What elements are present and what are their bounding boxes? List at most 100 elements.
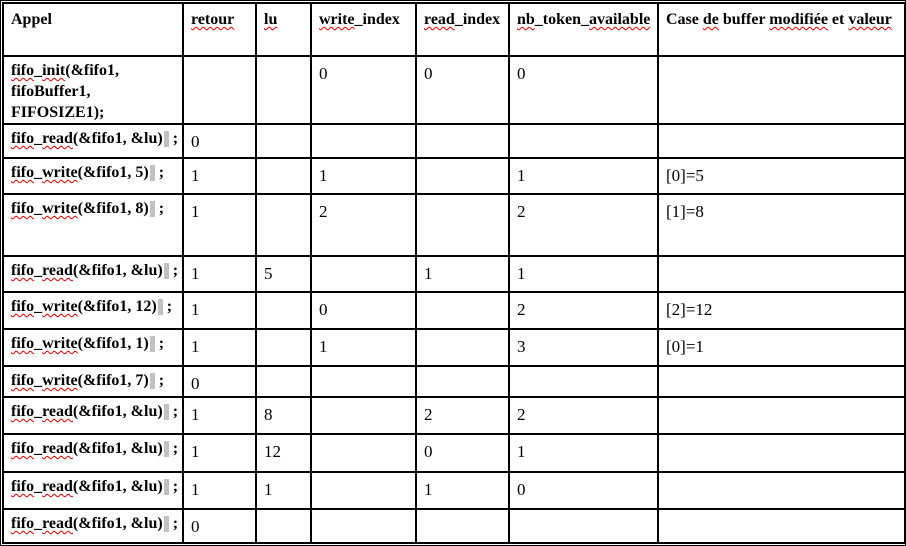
cell-write_index[interactable]: 2 bbox=[310, 193, 417, 257]
cell-write_index[interactable]: 0 bbox=[310, 55, 417, 125]
cell-retour[interactable]: 1 bbox=[182, 193, 257, 257]
cell-write_index[interactable] bbox=[310, 365, 417, 398]
cell-nb_token_available[interactable]: 2 bbox=[508, 396, 659, 435]
nbsp-shaded-space bbox=[149, 336, 155, 352]
cell-read_index[interactable]: 1 bbox=[415, 255, 510, 293]
table-row: fifo_init(&fifo1, fifoBuffer1, FIFOSIZE1… bbox=[2, 55, 905, 125]
cell-case[interactable]: [1]=8 bbox=[657, 193, 905, 257]
cell-case[interactable] bbox=[657, 508, 905, 544]
cell-call[interactable]: fifo_read(&fifo1, &lu) ; bbox=[2, 396, 184, 435]
cell-read_index[interactable] bbox=[415, 508, 510, 544]
column-header-read_index[interactable]: read_index bbox=[415, 2, 510, 57]
cell-retour[interactable] bbox=[182, 55, 257, 125]
cell-nb_token_available[interactable] bbox=[508, 365, 659, 398]
column-header-call[interactable]: Appel bbox=[2, 2, 184, 57]
text-run: (&fifo1, 1) bbox=[77, 335, 149, 352]
column-header-write_index[interactable]: write_index bbox=[310, 2, 417, 57]
cell-lu[interactable]: 12 bbox=[255, 433, 312, 473]
cell-write_index[interactable] bbox=[310, 508, 417, 544]
cell-call[interactable]: fifo_read(&fifo1, &lu) ; bbox=[2, 508, 184, 544]
cell-case[interactable] bbox=[657, 55, 905, 125]
cell-call[interactable]: fifo_init(&fifo1, fifoBuffer1, FIFOSIZE1… bbox=[2, 55, 184, 125]
cell-write_index[interactable]: 1 bbox=[310, 157, 417, 195]
cell-read_index[interactable]: 2 bbox=[415, 396, 510, 435]
cell-case[interactable] bbox=[657, 433, 905, 473]
cell-lu[interactable] bbox=[255, 328, 312, 367]
cell-lu[interactable]: 8 bbox=[255, 396, 312, 435]
nbsp-shaded-space bbox=[157, 299, 163, 315]
cell-write_index[interactable] bbox=[310, 433, 417, 473]
cell-retour[interactable]: 1 bbox=[182, 291, 257, 330]
cell-read_index[interactable] bbox=[415, 123, 510, 159]
column-header-case[interactable]: Case de buffer modifiée et valeur bbox=[657, 2, 905, 57]
cell-retour[interactable]: 0 bbox=[182, 365, 257, 398]
cell-read_index[interactable] bbox=[415, 291, 510, 330]
text-run: (&fifo1, fifoBuffer1, FIFOSIZE1); bbox=[11, 62, 119, 121]
text-run: (&fifo1, &lu) bbox=[72, 440, 163, 457]
cell-nb_token_available[interactable]: 0 bbox=[508, 471, 659, 510]
cell-call[interactable]: fifo_read(&fifo1, &lu) ; bbox=[2, 433, 184, 473]
cell-nb_token_available[interactable]: 2 bbox=[508, 291, 659, 330]
cell-call[interactable]: fifo_read(&fifo1, &lu) ; bbox=[2, 471, 184, 510]
cell-call[interactable]: fifo_read(&fifo1, &lu) ; bbox=[2, 255, 184, 293]
cell-write_index[interactable] bbox=[310, 471, 417, 510]
text-run: _ bbox=[34, 335, 43, 352]
cell-case[interactable]: [0]=5 bbox=[657, 157, 905, 195]
cell-nb_token_available[interactable]: 3 bbox=[508, 328, 659, 367]
cell-case[interactable] bbox=[657, 396, 905, 435]
cell-write_index[interactable] bbox=[310, 396, 417, 435]
cell-case[interactable]: [0]=1 bbox=[657, 328, 905, 367]
cell-case[interactable] bbox=[657, 365, 905, 398]
cell-read_index[interactable] bbox=[415, 157, 510, 195]
cell-retour[interactable]: 1 bbox=[182, 255, 257, 293]
cell-write_index[interactable]: 1 bbox=[310, 328, 417, 367]
cell-case[interactable] bbox=[657, 123, 905, 159]
cell-nb_token_available[interactable]: 2 bbox=[508, 193, 659, 257]
text-run: (&fifo1, &lu) bbox=[72, 262, 163, 279]
cell-call[interactable]: fifo_write(&fifo1, 5) ; bbox=[2, 157, 184, 195]
cell-case[interactable]: [2]=12 bbox=[657, 291, 905, 330]
cell-write_index[interactable] bbox=[310, 255, 417, 293]
cell-read_index[interactable] bbox=[415, 193, 510, 257]
cell-nb_token_available[interactable] bbox=[508, 123, 659, 159]
cell-nb_token_available[interactable]: 0 bbox=[508, 55, 659, 125]
cell-lu[interactable]: 1 bbox=[255, 471, 312, 510]
cell-call[interactable]: fifo_write(&fifo1, 7) ; bbox=[2, 365, 184, 398]
cell-nb_token_available[interactable]: 1 bbox=[508, 433, 659, 473]
cell-retour[interactable]: 1 bbox=[182, 157, 257, 195]
cell-read_index[interactable] bbox=[415, 328, 510, 367]
column-header-retour[interactable]: retour bbox=[182, 2, 257, 57]
cell-nb_token_available[interactable]: 1 bbox=[508, 157, 659, 195]
cell-lu[interactable] bbox=[255, 508, 312, 544]
cell-case[interactable] bbox=[657, 471, 905, 510]
cell-read_index[interactable]: 1 bbox=[415, 471, 510, 510]
cell-retour[interactable]: 1 bbox=[182, 328, 257, 367]
cell-read_index[interactable]: 0 bbox=[415, 433, 510, 473]
cell-retour[interactable]: 0 bbox=[182, 123, 257, 159]
cell-call[interactable]: fifo_read(&fifo1, &lu) ; bbox=[2, 123, 184, 159]
cell-lu[interactable] bbox=[255, 365, 312, 398]
cell-write_index[interactable] bbox=[310, 123, 417, 159]
cell-lu[interactable] bbox=[255, 157, 312, 195]
cell-retour[interactable]: 0 bbox=[182, 508, 257, 544]
table-row: fifo_read(&fifo1, &lu) ; 1 1 1 0 bbox=[2, 471, 905, 510]
cell-call[interactable]: fifo_write(&fifo1, 8) ; bbox=[2, 193, 184, 257]
cell-retour[interactable]: 1 bbox=[182, 433, 257, 473]
cell-nb_token_available[interactable]: 1 bbox=[508, 255, 659, 293]
column-header-nb_token_available[interactable]: nb_token_available bbox=[508, 2, 659, 57]
cell-nb_token_available[interactable] bbox=[508, 508, 659, 544]
cell-lu[interactable] bbox=[255, 123, 312, 159]
cell-retour[interactable]: 1 bbox=[182, 396, 257, 435]
cell-call[interactable]: fifo_write(&fifo1, 1) ; bbox=[2, 328, 184, 367]
cell-case[interactable] bbox=[657, 255, 905, 293]
cell-lu[interactable] bbox=[255, 55, 312, 125]
cell-read_index[interactable] bbox=[415, 365, 510, 398]
cell-write_index[interactable]: 0 bbox=[310, 291, 417, 330]
column-header-lu[interactable]: lu bbox=[255, 2, 312, 57]
cell-lu[interactable]: 5 bbox=[255, 255, 312, 293]
cell-retour[interactable]: 1 bbox=[182, 471, 257, 510]
cell-call[interactable]: fifo_write(&fifo1, 12) ; bbox=[2, 291, 184, 330]
cell-read_index[interactable]: 0 bbox=[415, 55, 510, 125]
cell-lu[interactable] bbox=[255, 193, 312, 257]
cell-lu[interactable] bbox=[255, 291, 312, 330]
